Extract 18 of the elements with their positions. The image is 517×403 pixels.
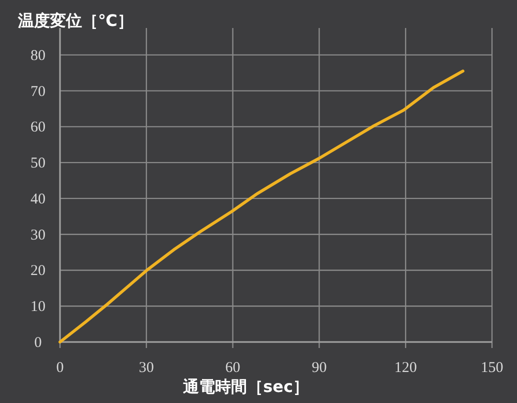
- y-tick-label: 80: [30, 48, 46, 64]
- y-tick-label: 10: [30, 299, 46, 316]
- x-tick-label: 60: [225, 360, 240, 376]
- x-axis-title: 通電時間［sec］: [182, 377, 309, 396]
- x-tick-label: 30: [138, 360, 154, 376]
- y-tick-label: 40: [30, 191, 46, 208]
- x-tick-label: 150: [480, 360, 504, 376]
- y-tick-label: 60: [30, 120, 46, 136]
- y-tick-label: 20: [30, 263, 46, 280]
- y-tick-label: 30: [30, 227, 46, 244]
- line-series: [58, 70, 464, 344]
- y-tick-label: 70: [30, 84, 46, 100]
- y-axis-title: 温度変位［℃］: [17, 11, 134, 30]
- y-tick-label: 0: [34, 335, 42, 351]
- x-tick-label: 0: [56, 360, 64, 376]
- y-tick-label: 50: [30, 156, 46, 172]
- x-tick-label: 90: [312, 360, 327, 376]
- x-tick-label: 120: [394, 360, 417, 376]
